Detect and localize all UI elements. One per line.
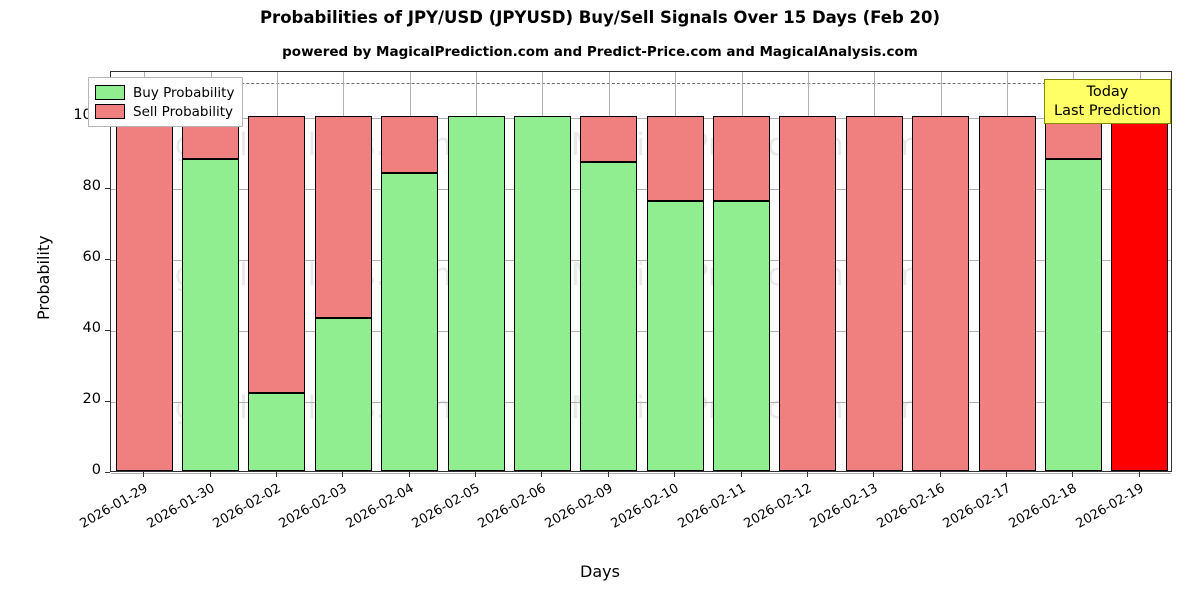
bar-segment-sell[interactable] — [314, 116, 372, 319]
bar-group[interactable] — [580, 70, 638, 471]
bar-segment-sell[interactable] — [779, 116, 837, 471]
bar-segment-sell[interactable] — [248, 116, 306, 393]
x-axis-tick-mark — [209, 472, 211, 477]
legend-item-buy: Buy Probability — [95, 83, 234, 102]
plot-area: MagicalAnalysis.comMagicalPrediction.com… — [110, 71, 1172, 474]
y-axis-tick-label: 20 — [82, 391, 101, 408]
bar-segment-buy[interactable] — [646, 201, 704, 471]
today-annotation: Today Last Prediction — [1044, 79, 1171, 125]
legend-label-buy: Buy Probability — [133, 84, 235, 101]
bar-group[interactable] — [845, 70, 903, 471]
bar-group[interactable] — [1111, 70, 1169, 471]
bar-segment-today[interactable] — [1111, 116, 1169, 471]
bar-segment-buy[interactable] — [580, 162, 638, 471]
x-axis-tick-mark — [873, 472, 875, 477]
bar-group[interactable] — [513, 70, 571, 471]
gridline-horizontal — [111, 118, 1171, 120]
gridline-horizontal — [111, 402, 1171, 404]
bar-segment-buy[interactable] — [447, 116, 505, 471]
y-axis-tick-mark — [105, 401, 110, 403]
bar-group[interactable] — [115, 70, 173, 471]
reference-dashed-line — [111, 82, 1171, 84]
x-axis-tick-mark — [143, 472, 145, 477]
y-axis-tick-mark — [105, 330, 110, 332]
y-axis-tick-mark — [105, 188, 110, 190]
bar-group[interactable] — [182, 70, 240, 471]
x-axis-tick-mark — [674, 472, 676, 477]
x-axis-tick-mark — [740, 472, 742, 477]
legend-swatch-buy-icon — [95, 85, 125, 100]
bar-group[interactable] — [912, 70, 970, 471]
bar-segment-buy[interactable] — [513, 116, 571, 471]
bar-group[interactable] — [779, 70, 837, 471]
x-axis-tick-mark — [475, 472, 477, 477]
bar-group[interactable] — [248, 70, 306, 471]
bar-segment-buy[interactable] — [182, 158, 240, 471]
x-axis-tick-mark — [607, 472, 609, 477]
bar-group[interactable] — [314, 70, 372, 471]
y-axis-tick-label: 60 — [82, 249, 101, 266]
bar-group[interactable] — [978, 70, 1036, 471]
x-axis-label: Days — [580, 562, 620, 581]
y-axis-tick-label: 0 — [91, 462, 101, 478]
legend-label-sell: Sell Probability — [133, 103, 234, 120]
x-axis-tick-mark — [1072, 472, 1074, 477]
bar-segment-buy[interactable] — [381, 172, 439, 471]
x-axis-tick-label: 2026-01-29 — [77, 481, 151, 532]
y-axis-tick-label: 80 — [82, 178, 101, 195]
gridline-horizontal — [111, 260, 1171, 262]
legend-item-sell: Sell Probability — [95, 102, 234, 121]
gridline-horizontal — [111, 331, 1171, 333]
y-axis-tick-label: 40 — [82, 320, 101, 337]
bar-group[interactable] — [646, 70, 704, 471]
gridline-horizontal — [111, 473, 1171, 474]
bar-segment-sell[interactable] — [381, 116, 439, 173]
x-axis-tick-mark — [541, 472, 543, 477]
x-axis-tick-mark — [408, 472, 410, 477]
chart-title: Probabilities of JPY/USD (JPYUSD) Buy/Se… — [259, 8, 941, 27]
bar-group[interactable] — [447, 70, 505, 471]
bar-group[interactable] — [1044, 70, 1102, 471]
bar-group[interactable] — [713, 70, 771, 471]
y-axis-tick-mark — [105, 259, 110, 261]
bar-group[interactable] — [381, 70, 439, 471]
bar-segment-sell[interactable] — [978, 116, 1036, 471]
bar-segment-buy[interactable] — [713, 201, 771, 471]
x-axis-tick-mark — [806, 472, 808, 477]
bar-segment-sell[interactable] — [912, 116, 970, 471]
today-annotation-line1: Today — [1086, 84, 1129, 100]
y-axis-tick-mark — [105, 472, 110, 473]
bar-segment-buy[interactable] — [1044, 158, 1102, 471]
legend-swatch-sell-icon — [95, 104, 125, 119]
x-axis-tick-mark — [342, 472, 344, 477]
bar-segment-sell[interactable] — [713, 116, 771, 202]
x-axis-tick-mark — [275, 472, 277, 477]
bar-segment-sell[interactable] — [115, 116, 173, 471]
bar-segment-buy[interactable] — [248, 392, 306, 471]
today-annotation-line2: Last Prediction — [1054, 102, 1161, 119]
x-axis-tick-mark — [1138, 472, 1140, 477]
bar-segment-buy[interactable] — [314, 318, 372, 471]
x-axis-tick-mark — [1006, 472, 1008, 477]
bar-segment-sell[interactable] — [646, 116, 704, 202]
bar-segment-sell[interactable] — [580, 116, 638, 163]
bar-series-layer — [111, 72, 1171, 471]
x-axis-tick-mark — [939, 472, 941, 477]
y-axis-label: Probability — [34, 234, 53, 320]
bar-segment-sell[interactable] — [845, 116, 903, 471]
chart-legend: Buy Probability Sell Probability — [88, 77, 244, 127]
chart-subtitle: powered by MagicalPrediction.com and Pre… — [282, 44, 918, 60]
gridline-horizontal — [111, 189, 1171, 191]
